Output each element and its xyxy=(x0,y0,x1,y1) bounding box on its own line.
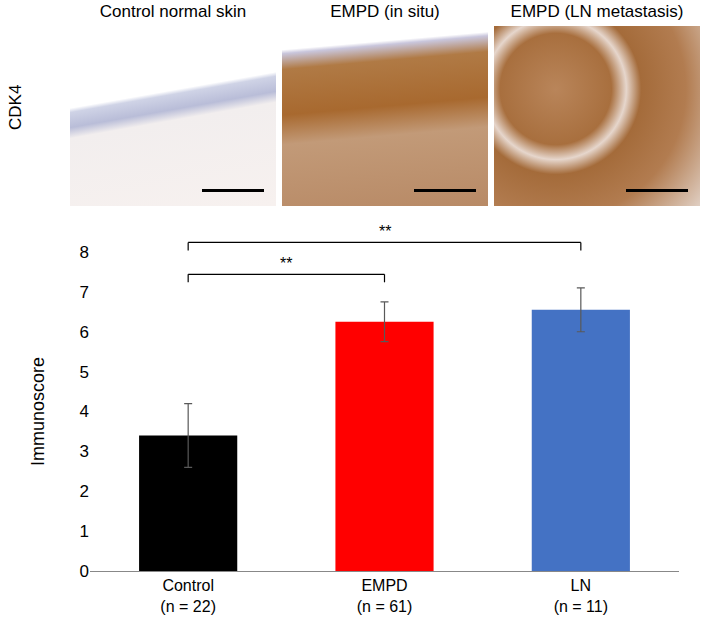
html-text:EMPD (LN metastasis): EMPD (LN metastasis) xyxy=(510,2,684,21)
svg-text:4: 4 xyxy=(80,402,89,421)
html-text:CDK4: CDK4 xyxy=(6,84,25,130)
svg-text:1: 1 xyxy=(80,522,89,541)
svg-text:6: 6 xyxy=(80,323,89,342)
svg-text:**: ** xyxy=(379,223,391,240)
svg-text:EMPD(n = 61): EMPD(n = 61) xyxy=(357,577,413,615)
html-text:Control normal skin: Control normal skin xyxy=(99,2,247,21)
svg-text:5: 5 xyxy=(80,363,89,382)
svg-text:2: 2 xyxy=(80,482,89,501)
svg-text:3: 3 xyxy=(80,442,89,461)
svg-text:LN(n = 11): LN(n = 11) xyxy=(554,577,608,615)
svg-text:0: 0 xyxy=(80,562,89,581)
svg-text:7: 7 xyxy=(80,283,89,302)
svg-text:Immunoscore: Immunoscore xyxy=(28,357,48,466)
svg-text:**: ** xyxy=(280,255,292,272)
svg-text:8: 8 xyxy=(80,243,89,262)
svg-text:Control(n = 22): Control(n = 22) xyxy=(160,577,216,615)
html-text:EMPD (in situ): EMPD (in situ) xyxy=(330,2,440,21)
